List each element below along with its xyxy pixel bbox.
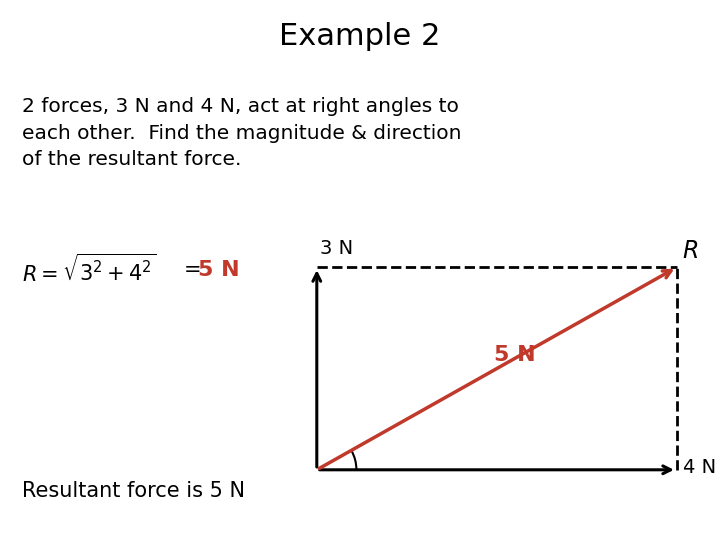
Text: Resultant force is 5 N: Resultant force is 5 N <box>22 481 245 502</box>
Text: =: = <box>184 260 208 280</box>
Text: Example 2: Example 2 <box>279 22 441 51</box>
Text: 5 N: 5 N <box>198 260 240 280</box>
Text: R: R <box>683 239 699 263</box>
Text: 3 N: 3 N <box>320 239 354 258</box>
Text: 4 N: 4 N <box>683 457 716 477</box>
Text: $R = \sqrt{3^2 + 4^2}$: $R = \sqrt{3^2 + 4^2}$ <box>22 254 156 286</box>
Text: 5 N: 5 N <box>494 345 536 365</box>
Text: 2 forces, 3 N and 4 N, act at right angles to
each other.  Find the magnitude & : 2 forces, 3 N and 4 N, act at right angl… <box>22 97 461 169</box>
